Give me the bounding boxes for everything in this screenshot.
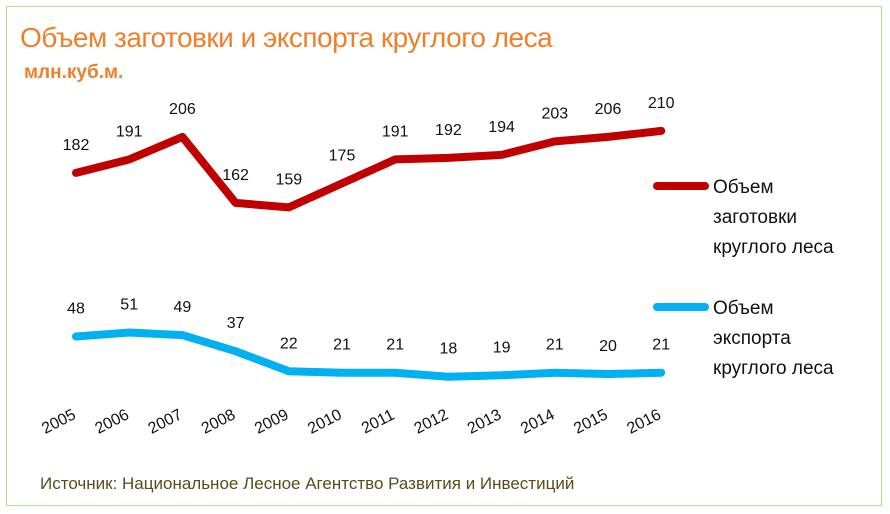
legend-label-1: заготовки: [713, 207, 797, 228]
x-tick-label: 2013: [465, 406, 505, 437]
x-tick-label: 2014: [518, 406, 558, 437]
x-tick-label: 2006: [92, 406, 132, 437]
data-label: 203: [541, 105, 568, 122]
data-label: 182: [63, 137, 90, 154]
chart-title: Объем заготовки и экспорта круглого леса: [20, 22, 553, 53]
series-line-1: [72, 126, 666, 212]
x-tick-label: 2016: [624, 406, 664, 437]
data-label: 206: [169, 101, 196, 118]
data-label: 18: [440, 341, 458, 358]
data-label: 191: [382, 123, 409, 140]
legend-label-2: экспорта: [713, 328, 791, 349]
data-label: 210: [648, 95, 675, 112]
data-label: 162: [222, 167, 249, 184]
data-label: 206: [595, 101, 622, 118]
data-label: 175: [329, 147, 356, 164]
data-label: 21: [386, 337, 404, 354]
legend-label-1: Объем: [713, 177, 774, 198]
x-tick-label: 2007: [146, 406, 186, 437]
chart-subtitle: млн.куб.м.: [24, 62, 124, 83]
x-tick-label: 2015: [571, 406, 611, 437]
x-tick-label: 2011: [359, 407, 397, 438]
source-note: Источник: Национальное Лесное Агентство …: [40, 474, 575, 493]
legend-label-1: круглого леса: [713, 237, 834, 258]
chart-frame: [6, 6, 882, 506]
data-label: 21: [333, 337, 351, 354]
data-label: 192: [435, 122, 462, 139]
data-label: 48: [67, 301, 85, 318]
x-tick-label: 2009: [252, 406, 292, 437]
data-label: 21: [652, 337, 670, 354]
data-label: 191: [116, 123, 143, 140]
legend-label-2: Объем: [713, 298, 774, 319]
data-label: 22: [280, 335, 298, 352]
data-label: 20: [599, 338, 617, 355]
data-label: 21: [546, 337, 564, 354]
series-line-2: [72, 328, 666, 381]
data-label: 49: [174, 299, 192, 316]
x-tick-label: 2008: [199, 406, 239, 437]
legend-label-2: круглого леса: [713, 358, 834, 379]
data-label: 19: [493, 339, 511, 356]
x-tick-label: 2010: [305, 406, 345, 437]
data-label: 194: [488, 119, 515, 136]
data-label: 159: [275, 171, 302, 188]
data-label: 37: [227, 315, 245, 332]
x-tick-label: 2012: [412, 406, 452, 437]
x-tick-label: 2005: [39, 406, 79, 437]
data-label: 51: [120, 297, 138, 314]
